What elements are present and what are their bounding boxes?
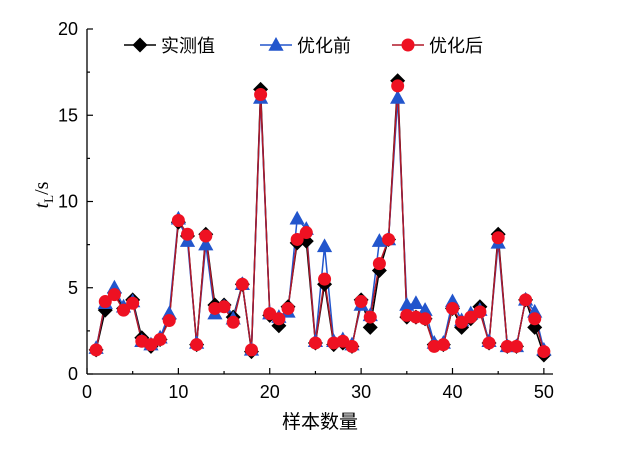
data-point-circle	[382, 232, 396, 246]
axes: 0 5 10 15 20 0 10 20 30 40 50	[58, 19, 554, 402]
data-point-circle	[500, 339, 514, 353]
legend-marker-diamond	[132, 37, 148, 53]
data-point-circle	[491, 231, 505, 245]
data-point-circle	[372, 257, 386, 271]
data-point-circle	[98, 295, 112, 309]
data-point-circle	[272, 312, 286, 326]
data-point-circle	[244, 343, 258, 357]
data-point-triangle	[417, 302, 433, 316]
data-point-circle	[318, 272, 332, 286]
data-point-circle	[107, 288, 121, 302]
data-point-triangle	[289, 210, 305, 225]
data-point-circle	[528, 312, 542, 326]
data-point-circle	[235, 277, 249, 291]
x-tick-label: 10	[168, 382, 188, 402]
y-tick-label: 15	[58, 105, 78, 125]
data-point-circle	[190, 338, 204, 352]
legend-label: 优化前	[297, 36, 351, 57]
data-point-circle	[226, 315, 240, 329]
y-tick-label: 20	[58, 19, 78, 39]
data-point-circle	[519, 293, 533, 307]
data-point-triangle	[408, 295, 424, 310]
data-point-circle	[299, 226, 313, 240]
x-tick-label: 0	[82, 382, 92, 402]
y-tick-label: 5	[68, 278, 78, 298]
data-point-circle	[162, 314, 176, 328]
data-point-diamond	[362, 319, 378, 335]
data-point-circle	[217, 300, 231, 314]
data-point-circle	[126, 296, 140, 310]
data-point-circle	[290, 232, 304, 246]
data-point-circle	[281, 301, 295, 315]
y-tick-label: 10	[58, 192, 78, 212]
data-point-circle	[199, 229, 213, 243]
data-point-circle	[354, 295, 368, 309]
data-point-circle	[445, 301, 459, 315]
data-point-circle	[254, 88, 268, 102]
series-markers-2	[89, 79, 551, 359]
legend-marker-triangle	[268, 37, 284, 51]
data-point-circle	[345, 339, 359, 353]
data-point-circle	[117, 303, 131, 317]
series-markers	[88, 73, 552, 363]
data-point-circle	[473, 305, 487, 319]
y-axis-title: tL/s	[31, 181, 56, 208]
legend-label: 优化后	[429, 36, 483, 57]
y-axis-subscript: L	[41, 195, 56, 203]
data-point-circle	[482, 336, 496, 350]
data-point-triangle	[316, 238, 333, 253]
data-point-circle	[181, 227, 195, 241]
data-point-triangle	[390, 90, 406, 104]
x-tick-label: 30	[351, 382, 371, 402]
y-axis-unit: /s	[31, 181, 53, 195]
data-point-circle	[171, 213, 185, 227]
data-point-circle	[391, 79, 405, 93]
data-point-circle	[89, 343, 103, 357]
data-point-circle	[363, 310, 377, 324]
data-point-circle	[537, 345, 551, 359]
legend-label: 实测值	[161, 36, 215, 57]
x-tick-label: 40	[442, 382, 462, 402]
data-point-circle	[509, 339, 523, 353]
data-point-triangle	[198, 236, 214, 251]
x-tick-label: 20	[260, 382, 280, 402]
data-point-circle	[418, 312, 432, 326]
x-axis-title: 样本数量	[282, 411, 358, 433]
data-point-circle	[153, 333, 167, 346]
data-point-circle	[436, 338, 450, 352]
legend-marker-circle	[401, 38, 415, 52]
data-point-circle	[308, 336, 322, 350]
x-tick-label: 50	[534, 382, 554, 402]
legend: 实测值 优化前 优化后	[124, 36, 483, 57]
y-axis-symbol: t	[31, 202, 53, 208]
y-tick-label: 0	[68, 364, 78, 384]
